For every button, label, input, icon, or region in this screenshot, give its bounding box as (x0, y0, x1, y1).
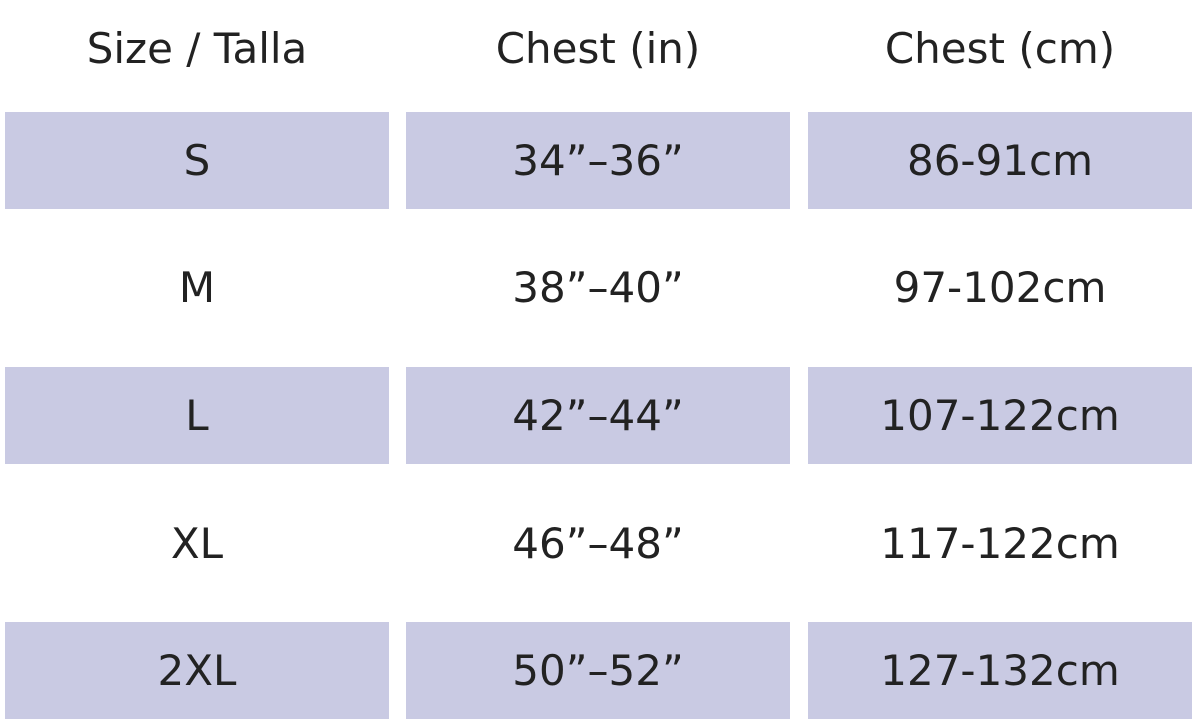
table-cell: XL (170, 519, 224, 568)
table-cell: L (5, 367, 389, 464)
table-cell: 42”–44” (406, 367, 790, 464)
column-header: Size / Talla (86, 23, 308, 73)
table-cell: 107-122cm (808, 367, 1192, 464)
table-cell: 86-91cm (808, 112, 1192, 209)
table-cell: 50”–52” (406, 622, 790, 719)
table-cell: 2XL (5, 622, 389, 719)
table-cell: 46”–48” (512, 519, 684, 568)
column-header: Chest (in) (495, 23, 701, 73)
table-cell: 34”–36” (406, 112, 790, 209)
table-cell: M (178, 263, 216, 312)
table-cell: S (5, 112, 389, 209)
table-cell: 127-132cm (808, 622, 1192, 719)
column-header: Chest (cm) (884, 23, 1116, 73)
table-cell: 38”–40” (512, 263, 684, 312)
table-cell: 117-122cm (880, 519, 1120, 568)
table-cell: 97-102cm (893, 263, 1107, 312)
